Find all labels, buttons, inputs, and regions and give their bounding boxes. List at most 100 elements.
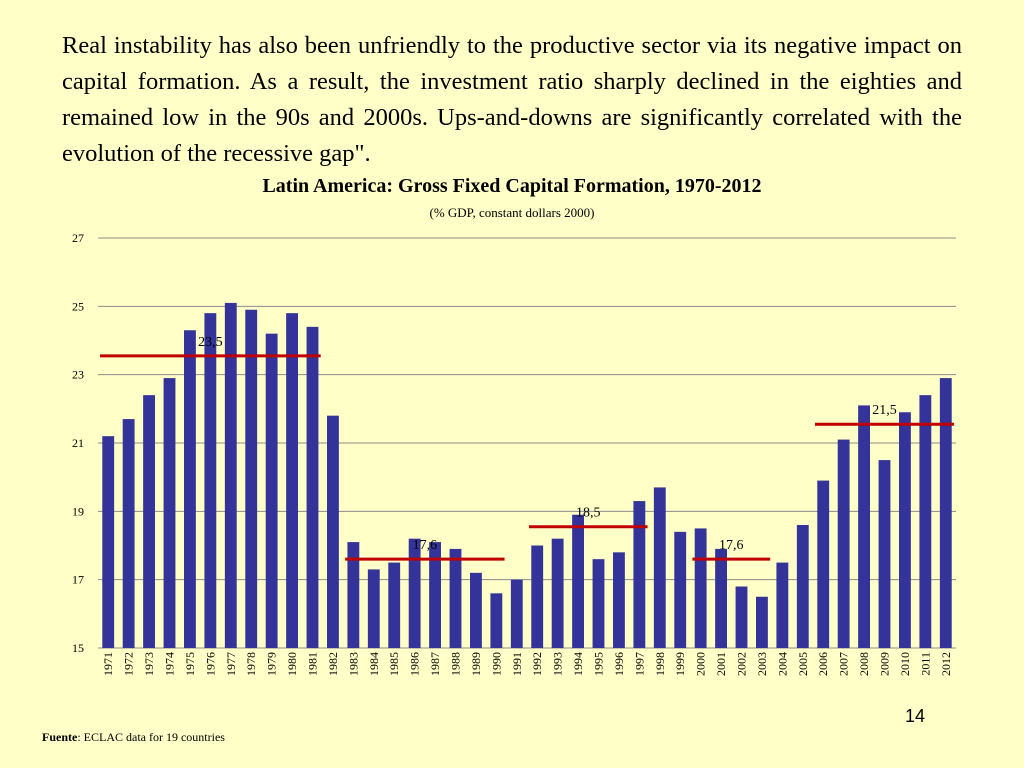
x-tick-label: 2006: [816, 652, 830, 676]
x-tick-label: 1973: [142, 652, 156, 676]
bar: [163, 378, 176, 648]
bar: [776, 562, 789, 648]
bar: [490, 593, 503, 648]
x-tick-label: 1981: [306, 652, 320, 676]
x-tick-label: 1980: [285, 652, 299, 676]
bar: [858, 405, 870, 648]
x-tick-label: 1986: [408, 652, 422, 676]
x-tick-label: 1998: [653, 652, 667, 676]
y-tick-label: 15: [72, 641, 84, 655]
x-tick-label: 1991: [510, 652, 524, 676]
x-tick-label: 1997: [632, 652, 646, 676]
y-tick-label: 25: [72, 299, 84, 313]
bar: [224, 302, 237, 648]
x-tick-label: 1993: [551, 652, 565, 676]
y-tick-label: 23: [72, 368, 84, 382]
bar: [510, 579, 523, 648]
x-tick-label: 2003: [755, 652, 769, 676]
x-tick-label: 2001: [714, 652, 728, 676]
x-tick-label: 2012: [939, 652, 953, 676]
x-tick-label: 2005: [796, 652, 810, 676]
bar: [653, 487, 666, 648]
bar: [735, 586, 748, 648]
bar: [674, 531, 687, 648]
intro-paragraph: Real instability has also been unfriendl…: [62, 32, 962, 167]
source-note: Fuente: ECLAC data for 19 countries: [42, 730, 225, 745]
source-label: Fuente: [42, 730, 78, 744]
x-tick-label: 2002: [735, 652, 749, 676]
x-tick-label: 1992: [530, 652, 544, 676]
x-tick-label: 1984: [367, 652, 381, 676]
x-tick-label: 2010: [898, 652, 912, 676]
bar: [470, 572, 482, 648]
bar: [796, 525, 809, 648]
y-tick-label: 21: [72, 436, 84, 450]
page-number: 14: [905, 706, 926, 726]
x-tick-label: 1971: [101, 652, 115, 676]
bar: [429, 542, 441, 648]
x-tick-label: 1979: [265, 652, 279, 676]
bar: [204, 313, 217, 648]
average-label: 18,5: [576, 506, 601, 521]
bar: [756, 596, 768, 648]
average-label: 17,6: [413, 538, 438, 553]
bar: [919, 395, 932, 648]
x-tick-label: 2000: [694, 652, 708, 676]
x-tick-label: 1985: [387, 652, 401, 676]
bar: [694, 528, 707, 648]
bar: [388, 562, 401, 648]
bar: [715, 548, 727, 648]
x-tick-label: 1999: [673, 652, 687, 676]
bar: [347, 542, 360, 648]
x-tick-label: 1978: [244, 652, 258, 676]
bar: [286, 313, 298, 648]
average-label: 17,6: [719, 538, 744, 553]
average-label: 21,5: [872, 403, 897, 418]
x-tick-label: 1990: [489, 652, 503, 676]
x-tick-label: 1988: [449, 652, 463, 676]
bar: [245, 309, 258, 648]
x-tick-label: 1987: [428, 652, 442, 676]
x-tick-label: 2004: [775, 652, 789, 676]
bar: [306, 326, 319, 648]
bar: [817, 480, 830, 648]
bar: [613, 552, 625, 648]
bar: [327, 415, 339, 648]
bar: [899, 412, 911, 648]
x-tick-label: 1974: [163, 652, 177, 676]
bar: [265, 333, 278, 648]
x-tick-label: 1983: [346, 652, 360, 676]
y-tick-label: 19: [72, 504, 84, 518]
bar: [633, 501, 646, 648]
chart-title: Latin America: Gross Fixed Capital Forma…: [262, 175, 762, 197]
bar: [551, 538, 564, 648]
bar: [531, 545, 544, 648]
x-tick-label: 1996: [612, 652, 626, 676]
chart-subtitle: (% GDP, constant dollars 2000): [429, 205, 595, 220]
x-tick-label: 2011: [918, 652, 932, 676]
x-tick-label: 1982: [326, 652, 340, 676]
bar: [102, 436, 115, 648]
bar: [572, 514, 584, 648]
bar: [878, 460, 891, 648]
bar: [367, 569, 380, 648]
bar: [837, 439, 850, 648]
bar: [939, 378, 952, 648]
x-tick-label: 2007: [837, 652, 851, 676]
bar: [143, 395, 155, 648]
bar: [408, 538, 421, 648]
y-tick-label: 17: [72, 573, 84, 587]
y-tick-label: 27: [72, 231, 84, 245]
x-tick-label: 1994: [571, 652, 585, 676]
x-tick-label: 1972: [122, 652, 136, 676]
bar: [449, 548, 462, 648]
x-tick-label: 1995: [592, 652, 606, 676]
bar: [592, 559, 605, 648]
x-tick-label: 1977: [224, 652, 238, 676]
bar: [122, 419, 135, 648]
source-text: : ECLAC data for 19 countries: [77, 730, 225, 744]
x-tick-label: 1975: [183, 652, 197, 676]
bar: [184, 330, 196, 648]
average-label: 23,5: [198, 335, 223, 350]
